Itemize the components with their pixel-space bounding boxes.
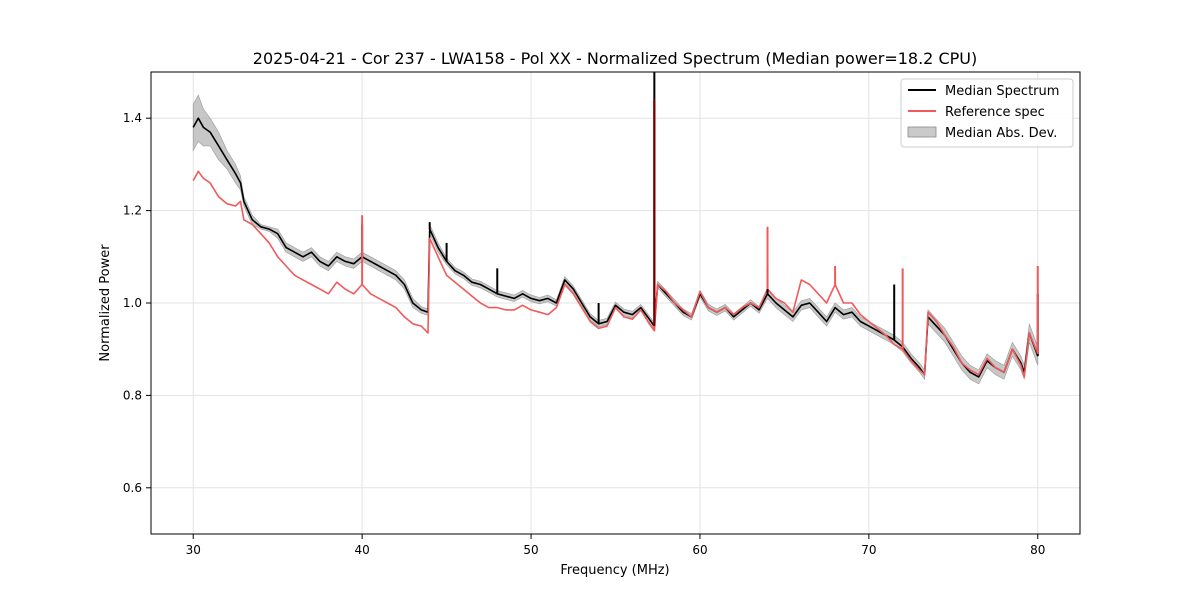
x-axis-label: Frequency (MHz) [560,563,669,578]
legend-reference-label: Reference spec [945,105,1045,120]
y-tick-label: 1.4 [123,111,142,125]
y-axis-label: Normalized Power [98,244,113,362]
legend: Median Spectrum Reference spec Median Ab… [900,78,1074,148]
y-tick-label: 1.0 [123,296,142,310]
legend-mad-swatch [907,126,937,138]
x-tick-label: 70 [861,543,876,557]
x-tick-label: 50 [523,543,538,557]
x-tick-label: 30 [186,543,201,557]
y-tick-label: 1.2 [123,204,142,218]
plot-area [192,72,1039,385]
y-axis-ticks: 0.6 0.8 1.0 1.2 1.4 [123,111,151,495]
x-tick-label: 60 [692,543,707,557]
chart-title: 2025-04-21 - Cor 237 - LWA158 - Pol XX -… [253,49,977,68]
legend-mad-label: Median Abs. Dev. [945,126,1057,141]
reference-spectrum-line [192,170,1039,378]
legend-box [900,78,1074,148]
y-tick-label: 0.8 [123,388,142,402]
legend-median-label: Median Spectrum [945,84,1059,99]
x-tick-label: 40 [354,543,369,557]
mad-band [192,94,1039,385]
x-axis-ticks: 30 40 50 60 70 80 [186,534,1045,557]
y-tick-label: 0.6 [123,481,142,495]
median-spectrum-line [192,117,1039,378]
x-tick-label: 80 [1030,543,1045,557]
